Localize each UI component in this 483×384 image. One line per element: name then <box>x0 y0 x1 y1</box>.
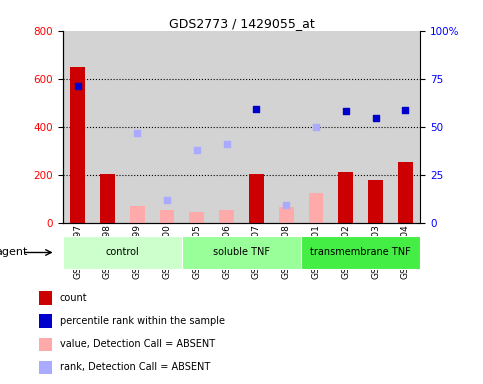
Bar <box>70 67 85 223</box>
Text: percentile rank within the sample: percentile rank within the sample <box>59 316 225 326</box>
Text: count: count <box>59 293 87 303</box>
Point <box>401 107 409 113</box>
Point <box>193 146 201 152</box>
Bar <box>39 314 52 328</box>
Bar <box>159 220 174 223</box>
Text: transmembrane TNF: transmembrane TNF <box>310 247 411 258</box>
Bar <box>39 361 52 374</box>
Title: GDS2773 / 1429055_at: GDS2773 / 1429055_at <box>169 17 314 30</box>
Bar <box>279 220 294 223</box>
Bar <box>309 220 324 223</box>
Bar <box>100 174 115 223</box>
Bar <box>219 220 234 223</box>
Bar <box>39 291 52 305</box>
Bar <box>189 220 204 223</box>
Point <box>282 202 290 208</box>
Point <box>74 83 82 89</box>
Point <box>133 130 141 136</box>
Bar <box>189 212 204 223</box>
Bar <box>130 206 145 223</box>
Text: value, Detection Call = ABSENT: value, Detection Call = ABSENT <box>59 339 215 349</box>
Point <box>372 115 380 121</box>
Point <box>223 141 230 147</box>
Text: soluble TNF: soluble TNF <box>213 247 270 258</box>
Bar <box>219 210 234 223</box>
Bar <box>39 338 52 351</box>
Point <box>253 106 260 112</box>
Bar <box>338 172 353 223</box>
Bar <box>63 236 182 269</box>
Bar <box>159 210 174 223</box>
Point <box>312 124 320 130</box>
Text: agent: agent <box>0 247 28 258</box>
Bar <box>182 236 301 269</box>
Bar <box>301 236 420 269</box>
Point <box>163 197 171 203</box>
Bar <box>368 180 383 223</box>
Bar <box>309 193 324 223</box>
Bar <box>279 207 294 223</box>
Text: control: control <box>105 247 139 258</box>
Bar <box>249 174 264 223</box>
Text: rank, Detection Call = ABSENT: rank, Detection Call = ABSENT <box>59 362 210 372</box>
Bar <box>398 162 413 223</box>
Point <box>342 108 350 114</box>
